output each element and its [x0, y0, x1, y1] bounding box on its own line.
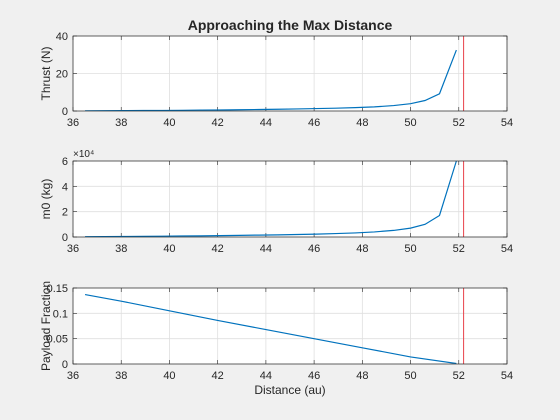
- y-tick-label: 20: [56, 69, 68, 81]
- x-tick-label: 48: [356, 243, 368, 255]
- y-exponent-label: ×10⁴: [73, 149, 94, 160]
- x-tick-label: 36: [67, 117, 79, 129]
- x-tick-label: 44: [260, 117, 272, 129]
- series-line: [85, 160, 457, 237]
- y-tick-label: 0.05: [47, 334, 68, 346]
- x-tick-label: 42: [212, 117, 224, 129]
- y-tick-label: 0.15: [47, 283, 68, 295]
- series-line: [85, 49, 457, 111]
- x-tick-label: 50: [404, 117, 416, 129]
- series-line: [84, 293, 457, 364]
- y-axis-label: m0 (kg): [39, 179, 53, 220]
- x-tick-label: 36: [67, 243, 79, 255]
- x-tick-label: 44: [260, 243, 272, 255]
- y-tick-label: 0: [62, 232, 68, 244]
- x-tick-label: 54: [501, 243, 513, 255]
- x-tick-label: 50: [404, 243, 416, 255]
- x-tick-label: 52: [453, 370, 465, 382]
- y-axis-label: Thrust (N): [39, 46, 53, 100]
- y-tick-label: 2: [62, 207, 68, 219]
- x-tick-label: 48: [356, 370, 368, 382]
- x-tick-label: 52: [453, 243, 465, 255]
- x-tick-label: 54: [501, 370, 513, 382]
- x-tick-label: 42: [212, 243, 224, 255]
- x-tick-label: 36: [67, 370, 79, 382]
- y-tick-label: 6: [62, 156, 68, 168]
- y-tick-label: 0: [62, 359, 68, 371]
- subplot-3: 36 38 40 42 44 46 48 50 52 54 0 0.05 0.1 0.15Payload …: [39, 281, 513, 397]
- x-tick-label: 38: [115, 243, 127, 255]
- x-tick-label: 54: [501, 117, 513, 129]
- x-tick-label: 38: [115, 117, 127, 129]
- x-tick-label: 44: [260, 370, 272, 382]
- x-tick-label: 50: [404, 370, 416, 382]
- y-tick-label: 0: [62, 106, 68, 118]
- x-tick-label: 38: [115, 370, 127, 382]
- axes-face: [73, 288, 507, 364]
- x-tick-label: 46: [308, 243, 320, 255]
- y-tick-label: 4: [62, 181, 68, 193]
- y-tick-label: 40: [56, 31, 68, 43]
- x-axis-label: Distance (au): [254, 383, 325, 397]
- x-tick-label: 46: [308, 117, 320, 129]
- axes-box: [72, 160, 508, 238]
- x-tick-label: 46: [308, 370, 320, 382]
- y-tick-label: 0.1: [53, 308, 68, 320]
- figure-title: Approaching the Max Distance: [188, 17, 393, 33]
- axes-face: [73, 161, 507, 237]
- x-tick-label: 40: [163, 117, 175, 129]
- y-axis-label: Payload Fraction: [39, 281, 53, 371]
- x-tick-label: 42: [212, 370, 224, 382]
- x-tick-label: 40: [163, 243, 175, 255]
- axes-box: [72, 287, 508, 365]
- x-tick-label: 48: [356, 117, 368, 129]
- axes-box: [72, 35, 508, 112]
- x-tick-label: 40: [163, 370, 175, 382]
- x-tick-label: 52: [453, 117, 465, 129]
